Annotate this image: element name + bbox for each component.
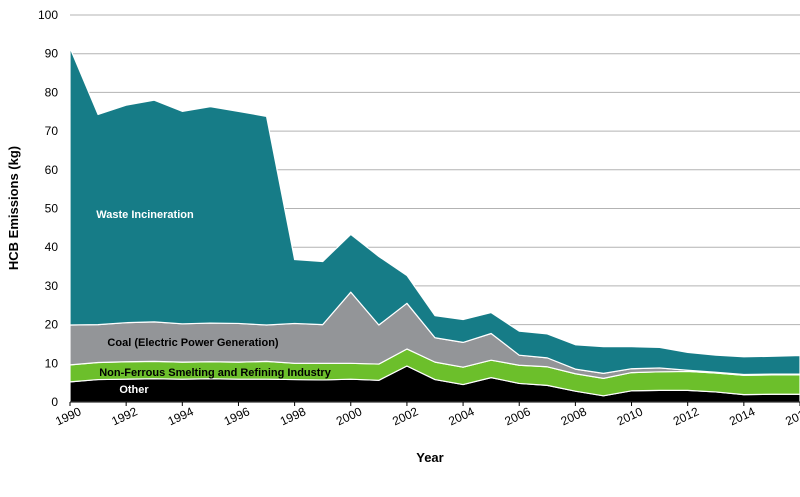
x-tick-label: 2008: [559, 404, 589, 428]
area-waste-incineration: [69, 47, 800, 376]
y-tick-label: 0: [51, 395, 58, 409]
area-label: Other: [119, 384, 149, 396]
x-tick-label: 2016: [783, 404, 800, 428]
y-tick-label: 70: [45, 124, 59, 138]
y-tick-label: 20: [45, 318, 59, 332]
x-tick-label: 2006: [502, 404, 532, 428]
x-tick-label: 2004: [446, 404, 476, 428]
area-labels: Other Non-Ferrous Smelting and Refining I…: [96, 209, 331, 396]
y-tick-label: 50: [45, 202, 59, 216]
y-tick-label: 40: [45, 240, 59, 254]
y-axis-tick-labels: 0 10 20 30 40 50 60 70 80 90 100: [38, 8, 58, 409]
area-label: Non-Ferrous Smelting and Refining Indust…: [99, 367, 332, 379]
x-tick-label: 1998: [278, 404, 308, 428]
x-tick-label: 2000: [334, 404, 364, 428]
x-axis-tick-labels: 1990 1992 1994 1996 1998 2000 2002 2004 2006 2008…: [53, 402, 800, 428]
y-tick-label: 80: [45, 85, 59, 99]
x-tick-label: 2002: [390, 404, 420, 428]
x-tick-label: 1994: [166, 404, 196, 428]
area-label: Waste Incineration: [96, 209, 194, 221]
area-label: Coal (Electric Power Generation): [107, 337, 278, 349]
x-tick-label: 2014: [727, 404, 757, 428]
x-axis-title: Year: [416, 450, 443, 465]
y-tick-label: 30: [45, 279, 59, 293]
x-tick-label: 1992: [109, 404, 139, 428]
x-tick-label: 1996: [222, 404, 252, 428]
y-axis-title: HCB Emissions (kg): [6, 146, 21, 270]
x-tick-label: 2012: [671, 404, 701, 428]
y-tick-label: 90: [45, 47, 59, 61]
y-tick-label: 100: [38, 8, 58, 22]
y-tick-label: 10: [45, 356, 59, 370]
y-tick-label: 60: [45, 163, 59, 177]
x-tick-label: 2010: [615, 404, 645, 428]
